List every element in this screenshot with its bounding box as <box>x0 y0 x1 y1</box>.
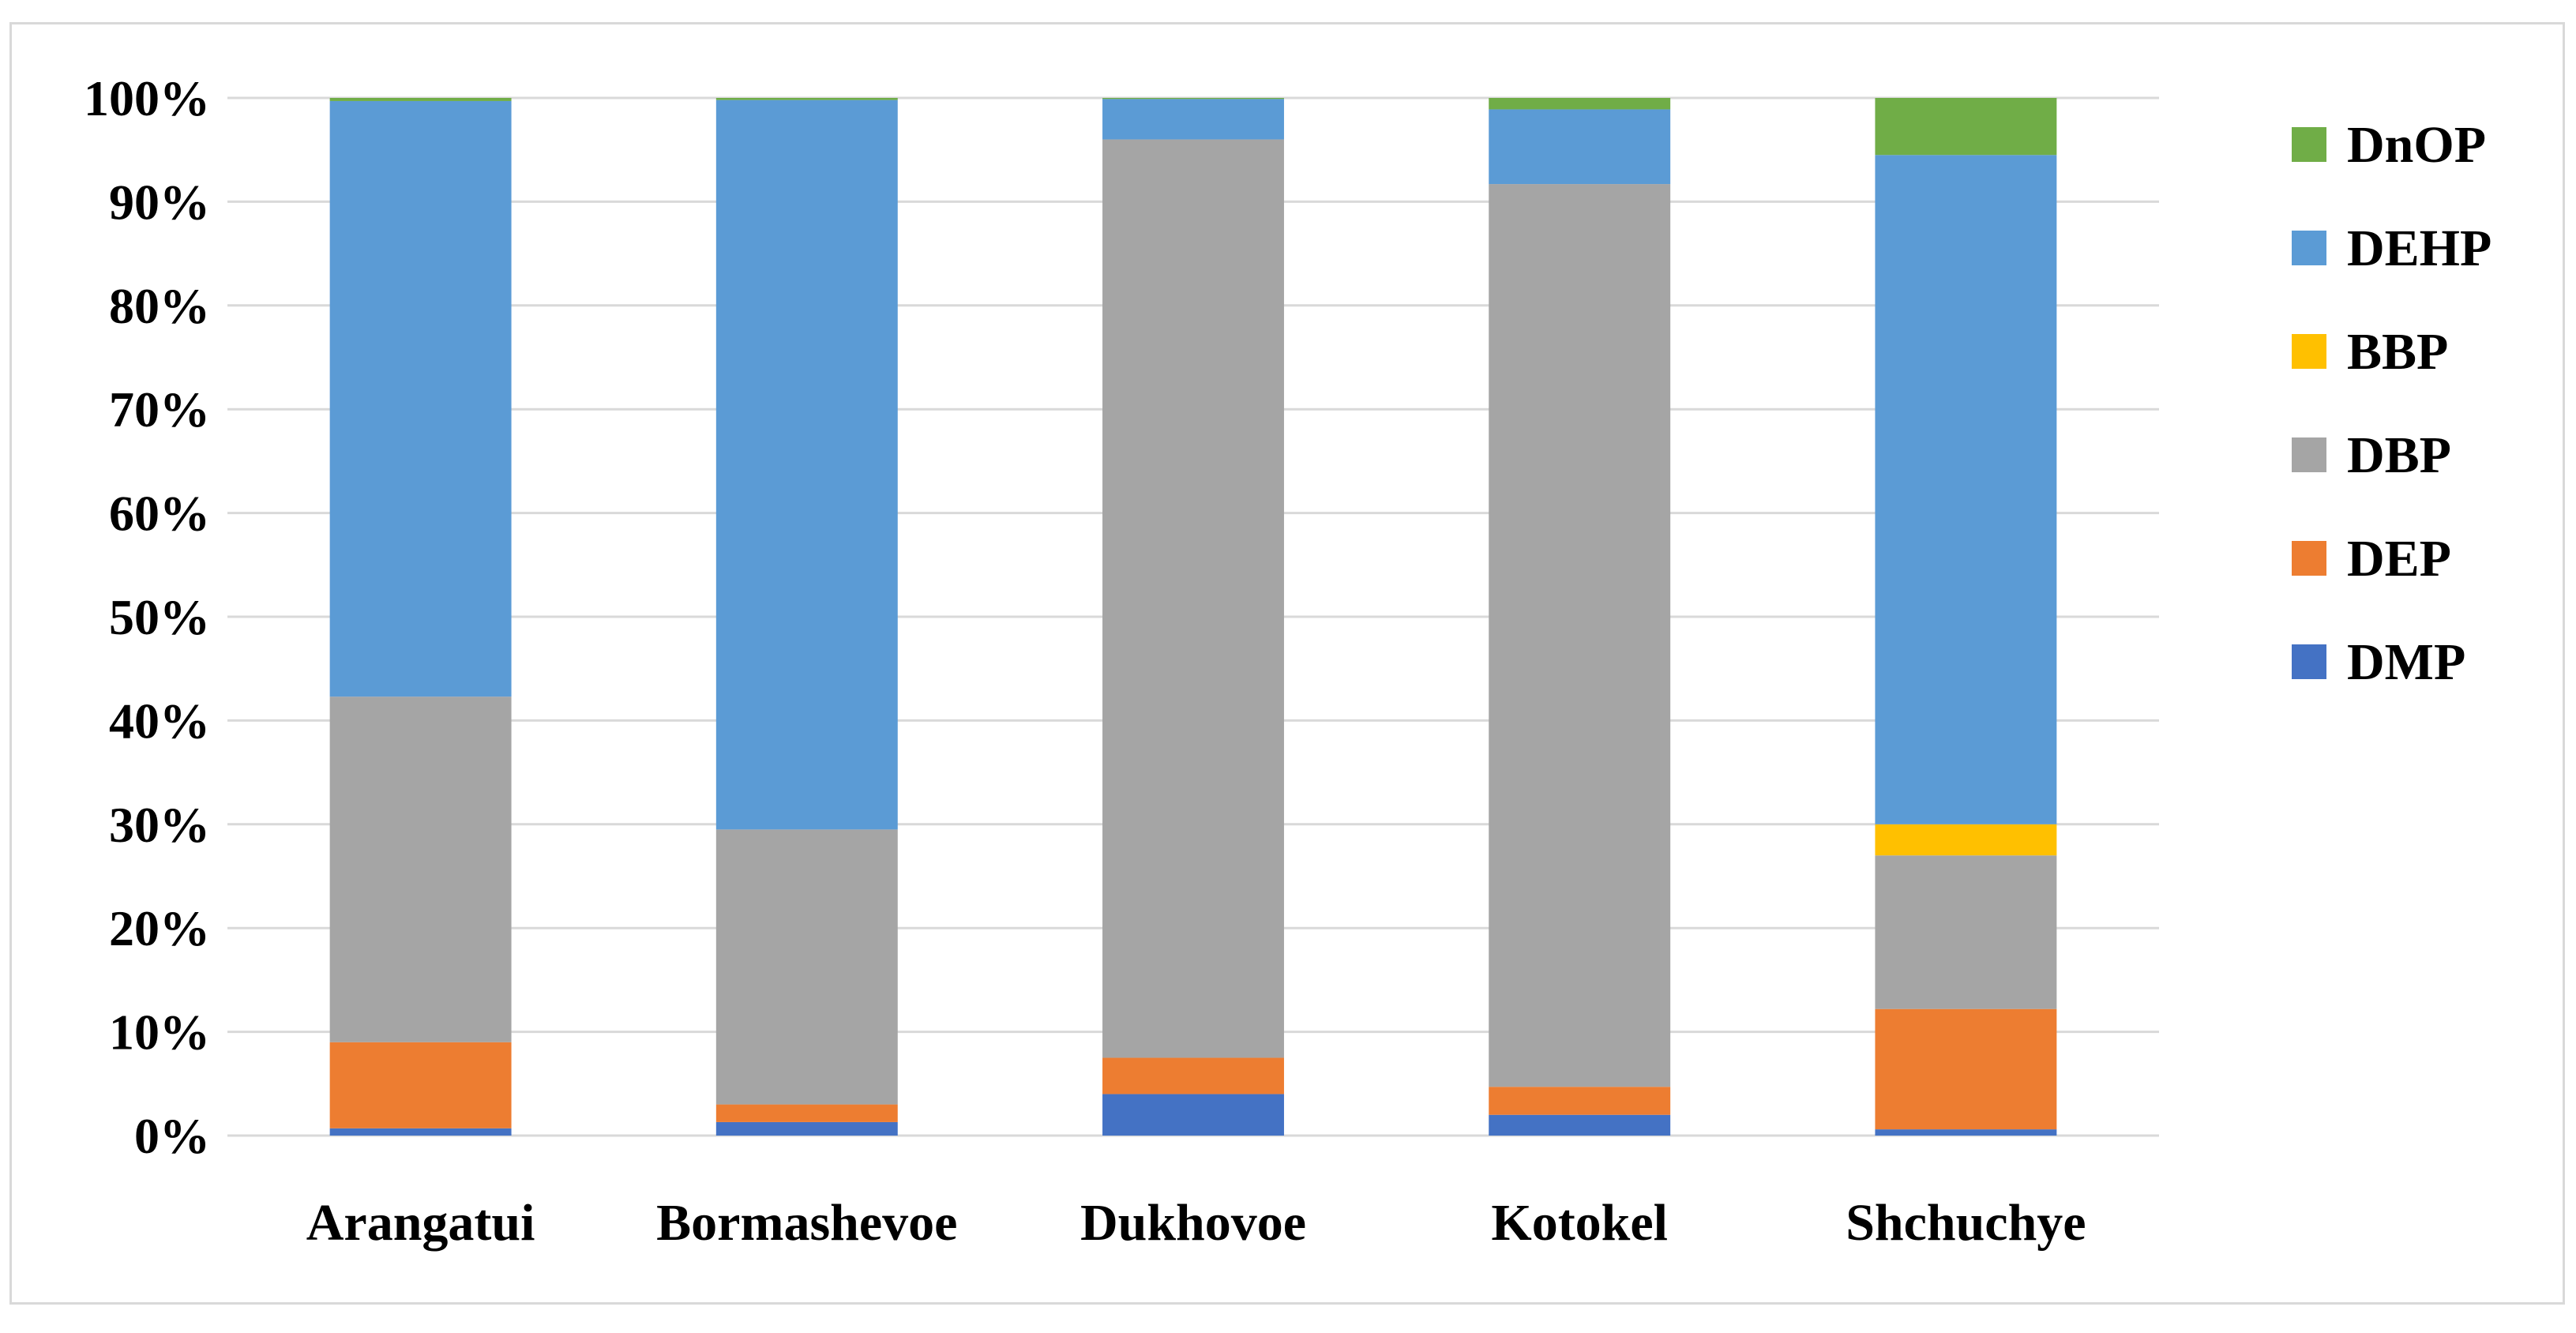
legend-label: DEHP <box>2347 220 2492 277</box>
bar-segment-dehp-dukhovoe <box>1102 99 1284 140</box>
bar-segment-dbp-kotokel <box>1489 184 1671 1087</box>
legend-label: DBP <box>2347 426 2451 484</box>
legend-item-dnop: DnOP <box>2292 116 2486 174</box>
x-category-label: Bormashevoe <box>656 1194 957 1252</box>
legend-swatch <box>2292 541 2326 576</box>
legend-label: BBP <box>2347 323 2448 381</box>
bar-segment-dehp-arangatui <box>329 100 512 697</box>
bar-segment-dbp-shchuchye <box>1875 855 2057 1009</box>
bar-segment-dep-shchuchye <box>1875 1008 2057 1130</box>
x-category-label: Shchuchye <box>1846 1194 2086 1252</box>
bar-segment-dmp-arangatui <box>329 1128 512 1136</box>
y-axis-ticks: 0% 10% 20% 30% 40% 50% 60% 70% 80% 90% 100% <box>84 70 210 1164</box>
y-tick-label: 60% <box>109 486 210 542</box>
bar-segment-bbp-shchuchye <box>1875 824 2057 856</box>
bar-segment-dep-bormashevoe <box>715 1104 898 1122</box>
legend-swatch <box>2292 127 2326 162</box>
bar-segment-dnop-kotokel <box>1489 98 1671 110</box>
legend-swatch <box>2292 644 2326 679</box>
y-tick-label: 100% <box>84 70 210 126</box>
y-tick-label: 40% <box>109 693 210 749</box>
y-tick-label: 50% <box>109 589 210 645</box>
legend-swatch <box>2292 334 2326 369</box>
legend-item-dmp: DMP <box>2292 633 2465 691</box>
y-tick-label: 90% <box>109 174 210 230</box>
y-tick-label: 80% <box>109 278 210 334</box>
legend-item-dehp: DEHP <box>2292 220 2492 277</box>
legend-swatch <box>2292 231 2326 265</box>
y-tick-label: 70% <box>109 381 210 437</box>
legend-item-dep: DEP <box>2292 530 2451 588</box>
x-category-label: Arangatui <box>306 1194 535 1252</box>
bar-segment-dnop-shchuchye <box>1875 98 2057 156</box>
y-tick-label: 10% <box>109 1004 210 1061</box>
bar-segment-dbp-bormashevoe <box>715 829 898 1105</box>
y-tick-label: 30% <box>109 797 210 853</box>
bar-segment-dbp-arangatui <box>329 697 512 1042</box>
bar-segment-dmp-bormashevoe <box>715 1121 898 1136</box>
x-category-label: Dukhovoe <box>1080 1194 1306 1252</box>
bar-segment-dehp-kotokel <box>1489 109 1671 185</box>
bar-segment-dep-dukhovoe <box>1102 1057 1284 1095</box>
y-tick-label: 20% <box>109 900 210 956</box>
legend-item-bbp: BBP <box>2292 323 2448 381</box>
bars <box>329 98 2057 1136</box>
x-category-label: Kotokel <box>1491 1194 1668 1252</box>
bar-segment-dmp-shchuchye <box>1875 1129 2057 1136</box>
bar-segment-dbp-dukhovoe <box>1102 139 1284 1058</box>
legend: DnOP DEHP BBP DBP DEP DMP <box>2292 116 2492 691</box>
y-tick-label: 0% <box>134 1108 210 1164</box>
legend-item-dbp: DBP <box>2292 426 2451 484</box>
x-axis-categories: Arangatui Bormashevoe Dukhovoe Kotokel Shchu… <box>306 1194 2086 1252</box>
bar-segment-dmp-dukhovoe <box>1102 1094 1284 1136</box>
bar-segment-dnop-bormashevoe <box>715 98 898 100</box>
legend-swatch <box>2292 437 2326 472</box>
bar-segment-dnop-arangatui <box>329 98 512 101</box>
legend-label: DMP <box>2347 633 2465 691</box>
bar-segment-dehp-shchuchye <box>1875 155 2057 824</box>
bar-segment-dep-arangatui <box>329 1042 512 1128</box>
legend-label: DEP <box>2347 530 2451 588</box>
bar-segment-dnop-dukhovoe <box>1102 98 1284 100</box>
bar-segment-dmp-kotokel <box>1489 1114 1671 1136</box>
bar-segment-dehp-bormashevoe <box>715 100 898 830</box>
bar-segment-dep-kotokel <box>1489 1087 1671 1115</box>
legend-label: DnOP <box>2347 116 2486 174</box>
